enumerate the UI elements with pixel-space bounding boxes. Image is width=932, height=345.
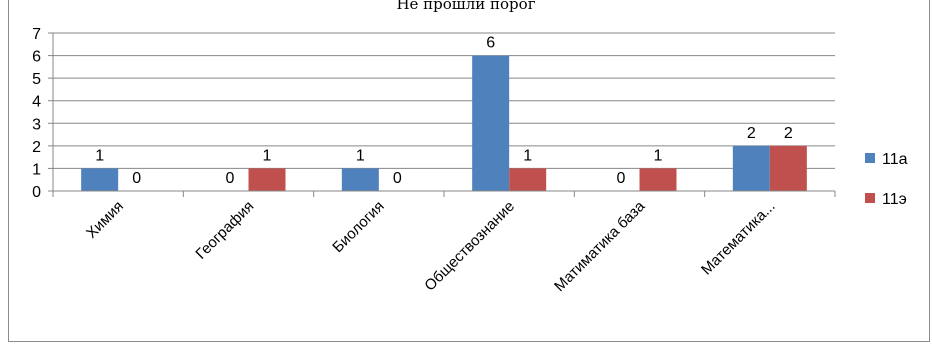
data-label: 0	[393, 170, 402, 187]
bar	[509, 168, 547, 191]
category-label: География	[192, 198, 257, 263]
legend: 11а 11э	[865, 151, 908, 208]
bars	[81, 55, 807, 192]
data-label: 1	[654, 147, 663, 164]
y-tick-label: 2	[32, 139, 41, 156]
y-tick-label: 3	[32, 116, 41, 133]
axes: 0 1 2 3 4 5 6 7 Химия География Биология Обществозн…	[32, 26, 836, 295]
bar	[769, 145, 807, 191]
legend-swatch	[865, 153, 875, 163]
legend-swatch	[865, 193, 875, 203]
category-label: Матиматика база	[551, 197, 649, 295]
data-label: 0	[132, 170, 141, 187]
category-label: Химия	[83, 198, 127, 242]
y-tick-label: 7	[32, 26, 41, 43]
y-tick-label: 6	[32, 49, 41, 66]
bar	[472, 55, 510, 192]
bar	[341, 168, 379, 191]
data-label: 6	[486, 35, 495, 52]
legend-label: 11а	[882, 151, 908, 168]
legend-label: 11э	[882, 191, 907, 208]
data-label: 2	[747, 125, 756, 142]
gridlines	[53, 32, 835, 169]
category-label: Обществознание	[421, 198, 518, 295]
bar	[639, 168, 677, 191]
data-label: 2	[784, 125, 793, 142]
data-label: 1	[263, 147, 272, 164]
chart-title: Не прошли порог	[396, 0, 536, 13]
data-label: 0	[226, 170, 235, 187]
y-tick-label: 5	[32, 71, 41, 88]
bar	[81, 168, 119, 191]
y-tick-label: 4	[32, 94, 41, 111]
data-label: 1	[95, 147, 104, 164]
data-label: 1	[356, 147, 365, 164]
data-label: 0	[617, 170, 626, 187]
category-label: Математика...	[698, 198, 779, 279]
data-label: 1	[523, 147, 532, 164]
bar	[248, 168, 286, 191]
data-labels: 1 0 0 1 1 0 6 1 0 1 2 2	[95, 35, 793, 187]
bar	[732, 145, 770, 191]
category-label: Биология	[329, 198, 387, 256]
y-tick-label: 1	[32, 161, 41, 178]
y-tick-label: 0	[32, 184, 41, 201]
